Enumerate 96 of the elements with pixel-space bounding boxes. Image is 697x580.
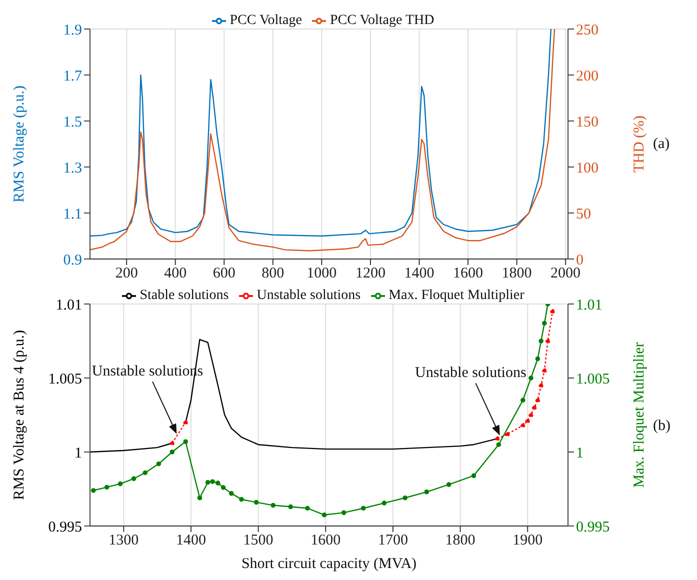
legend-label: Unstable solutions [256,288,361,303]
y-axis-title: RMS Voltage (p.u.) [11,86,28,202]
y-tick-label: 1.1 [63,206,82,222]
y2-axis-title: THD (%) [631,115,648,173]
point [341,510,346,516]
point [104,484,110,490]
point [170,440,175,446]
point [542,320,547,326]
point [216,480,220,486]
y2-tick-label: 0 [576,252,584,268]
text: (b) [653,418,670,435]
y-tick-label: 1.7 [63,68,82,84]
y2-tick-label: 1.01 [576,297,602,314]
x-tick-label: 1300 [108,532,139,549]
y-tick-label: 1.9 [63,22,82,38]
x-tick-label: 200 [115,266,138,282]
point [424,490,430,494]
y2-tick-label: 1 [576,445,584,462]
point [90,488,96,493]
x-tick-label: 2000 [550,266,581,282]
x-tick-label: 1600 [310,532,341,549]
y2-tick-label: 250 [576,22,598,38]
point [254,500,259,505]
x-tick-label: 1900 [512,532,543,549]
point [220,485,226,490]
legend-label: Max. Floquet Multiplier [388,288,524,303]
point [239,496,244,502]
y-tick-label: 1.01 [56,297,82,314]
x-tick-label: 400 [164,266,187,282]
annotation: Unstable solutions [415,365,526,382]
point [322,512,327,518]
y2-tick-label: 100 [576,160,598,176]
point [205,480,210,485]
y2-axis-title: Max. Floquet Multiplier [631,342,648,488]
point [528,412,534,418]
point [496,442,502,447]
point [525,418,530,424]
point [402,495,408,500]
x-tick-label: 800 [262,266,284,282]
y2-tick-label: 50 [576,206,591,222]
y-axis-title: RMS Voltage at Bus 4 (p.u.) [11,330,28,500]
x-tick-label: 1400 [404,266,434,282]
point [382,500,387,506]
point [228,491,234,496]
point [210,479,215,484]
point [183,420,188,425]
x-tick-label: 1400 [176,532,206,549]
point [545,338,550,344]
point [183,439,188,444]
point [305,506,310,511]
point [520,422,526,428]
x-axis-title: Short circuit capacity (MVA) [241,556,417,572]
point [156,461,162,466]
legend-label: PCC Voltage [230,13,302,28]
point [550,309,555,314]
x-tick-label: 600 [212,266,236,282]
point [131,476,136,482]
y-tick-label: 0.9 [63,252,82,268]
point [170,450,175,454]
y2-tick-label: 200 [576,68,598,84]
point [494,436,500,442]
y-tick-label: 0.995 [48,519,82,536]
point [142,470,148,476]
text: (a) [653,136,670,152]
point [118,481,123,486]
x-tick-label: 1000 [306,266,337,282]
point [538,338,544,344]
point [471,473,476,478]
point [446,482,452,487]
point [532,405,537,410]
point [538,383,544,388]
point [520,398,526,403]
point [542,368,547,373]
y-tick-label: 1.5 [63,114,82,130]
point [535,398,540,403]
legend-label: Stable solutions [140,288,229,303]
point [360,506,366,511]
point [535,356,540,362]
x-tick-label: 1200 [355,266,386,282]
point [288,504,294,510]
point [505,432,510,437]
x-tick-label: 1600 [453,266,484,282]
y-tick-label: 1.005 [48,371,82,388]
y2-tick-label: 150 [576,114,598,130]
point [270,502,276,508]
y-tick-label: 1 [74,445,82,462]
point [197,495,202,500]
y-tick-label: 1.3 [63,160,82,176]
y2-tick-label: 0.995 [576,519,610,536]
x-tick-label: 1800 [445,532,476,549]
x-tick-label: 1700 [378,532,408,549]
legend-label: PCC Voltage THD [330,13,434,28]
x-tick-label: 1800 [502,266,532,282]
x-tick-label: 1500 [243,532,274,549]
y2-tick-label: 1.005 [576,371,610,388]
point [528,376,534,380]
